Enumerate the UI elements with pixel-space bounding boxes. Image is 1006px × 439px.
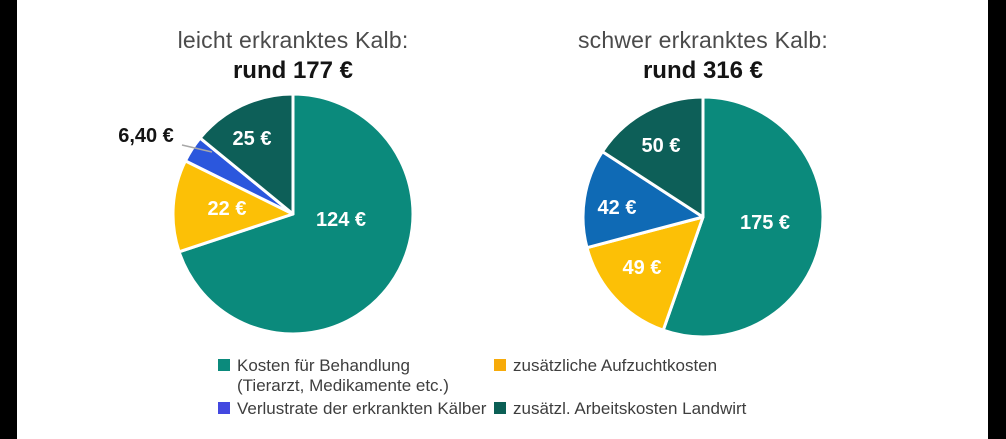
pie-slice-label-0-0: 124 € — [316, 209, 366, 231]
left-chart-title: leicht erkranktes Kalb: rund 177 € — [123, 27, 463, 85]
callout-line-0-2 — [181, 144, 213, 153]
legend-label-arbeitskosten: zusätzl. Arbeitskosten Landwirt — [513, 399, 747, 419]
right-chart-title: schwer erkranktes Kalb: rund 316 € — [533, 27, 873, 85]
pie-slice-1-1 — [585, 215, 705, 332]
legend-label-aufzuchtkosten: zusätzliche Aufzuchtkosten — [513, 356, 718, 375]
legend-swatch-behandlung-icon — [218, 359, 230, 371]
pie-slice-0-3 — [198, 92, 295, 216]
legend-label-behandlung-line2: (Tierarzt, Medikamente etc.) — [237, 376, 449, 396]
left-black-edge-bar — [0, 0, 17, 439]
pie-slice-label-1-2: 42 € — [598, 197, 637, 219]
pie-chart-leicht-erkrankt: 124 € 22 € 6,40 € 25 € — [118, 92, 415, 336]
pie-slice-0-0 — [177, 92, 415, 336]
left-chart-title-text: leicht erkranktes Kalb: — [177, 27, 409, 53]
legend-swatch-verlustrate-icon — [218, 402, 230, 415]
legend-item-behandlung: Kosten für Behandlung (Tierarzt, Medikam… — [218, 356, 494, 396]
left-chart-total: rund 177 € — [232, 57, 354, 84]
pie-slice-label-0-3: 25 € — [233, 128, 272, 150]
right-black-edge-bar — [988, 0, 1006, 439]
pie-slice-0-1 — [171, 159, 295, 254]
right-chart-title-text: schwer erkranktes Kalb: — [577, 27, 829, 53]
legend-swatch-aufzuchtkosten-icon — [494, 359, 506, 371]
legend-label-verlustrate: Verlustrate der erkrankten Kälber — [237, 399, 487, 419]
pie-slice-label-1-3: 50 € — [642, 135, 681, 157]
pie-slice-label-1-0: 175 € — [740, 212, 790, 234]
right-chart-total: rund 316 € — [642, 57, 764, 84]
legend-item-verlustrate: Verlustrate der erkrankten Kälber — [218, 399, 494, 419]
pie-chart-schwer-erkrankt: 175 € 49 € 42 € 50 € — [581, 95, 825, 339]
legend-item-arbeitskosten: zusätzl. Arbeitskosten Landwirt — [494, 399, 818, 419]
pie-slice-label-1-1: 49 € — [623, 257, 662, 279]
pie-slice-label-0-2: 6,40 € — [118, 125, 174, 147]
pie-slice-1-2 — [581, 150, 705, 250]
legend-swatch-arbeitskosten-icon — [494, 402, 506, 415]
pie-slice-label-0-1: 22 € — [208, 198, 247, 220]
chart-legend: Kosten für Behandlung (Tierarzt, Medikam… — [218, 356, 818, 419]
legend-label-behandlung: Kosten für Behandlung — [237, 356, 410, 375]
legend-item-aufzuchtkosten: zusätzliche Aufzuchtkosten — [494, 356, 818, 396]
pie-slice-1-3 — [600, 95, 705, 219]
